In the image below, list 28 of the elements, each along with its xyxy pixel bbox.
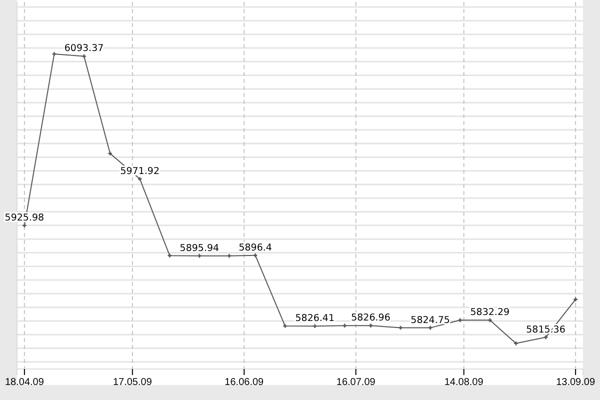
point xyxy=(168,254,172,258)
point xyxy=(138,177,142,181)
point xyxy=(488,318,492,322)
data-label: 5832.29 xyxy=(470,307,510,318)
point xyxy=(227,254,232,258)
data-label: 5896.4 xyxy=(238,242,272,254)
point xyxy=(198,254,202,258)
point xyxy=(398,326,402,330)
point xyxy=(52,52,56,56)
data-label: 5824.75 xyxy=(410,314,450,326)
x-tick-label: 16.06.09 xyxy=(224,377,264,388)
data-label: 6093.37 xyxy=(64,43,104,54)
data-label: 5826.41 xyxy=(295,313,335,324)
x-tick-label: 17.05.09 xyxy=(112,377,152,388)
x-tick-label: 16.07.09 xyxy=(336,377,376,388)
point xyxy=(313,324,317,328)
x-tick-label: 14.08.09 xyxy=(444,377,484,388)
x-tick-label: 18.04.09 xyxy=(4,377,44,388)
point xyxy=(428,326,432,330)
data-label: 5895.94 xyxy=(180,242,220,254)
point xyxy=(368,324,373,328)
point xyxy=(82,54,86,58)
point xyxy=(253,253,258,258)
x-tick-label: 13.09.09 xyxy=(556,377,596,388)
data-label: 5826.96 xyxy=(351,312,390,324)
point xyxy=(544,335,548,340)
point xyxy=(342,324,347,328)
point xyxy=(458,318,462,322)
